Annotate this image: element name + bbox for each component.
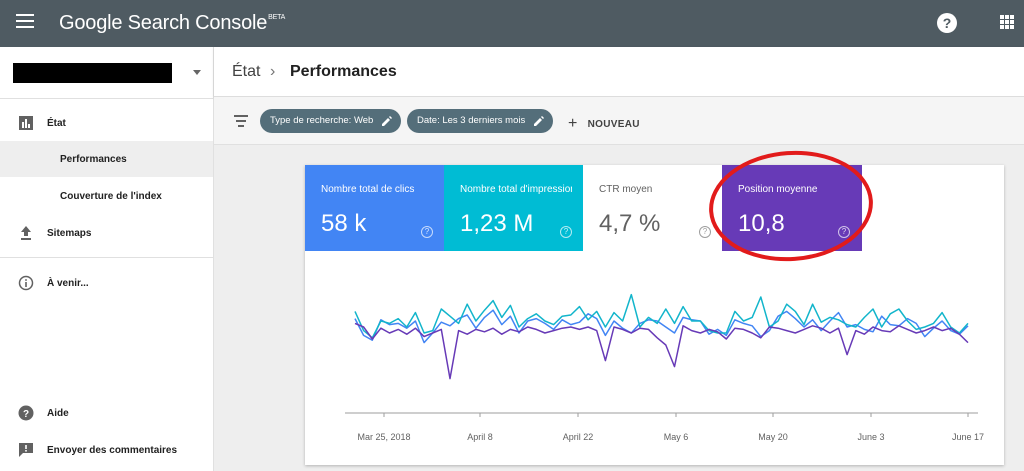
metric-tile-position[interactable]: Position moyenne 10,8 ? bbox=[722, 165, 862, 251]
metric-tile-clicks[interactable]: Nombre total de clics 58 k ? bbox=[305, 165, 445, 251]
x-tick-label: Mar 25, 2018 bbox=[357, 432, 411, 442]
sidebar-item-label: Envoyer des commentaires bbox=[47, 444, 178, 456]
metric-tile-impressions[interactable]: Nombre total d'impressions 1,23 M ? bbox=[444, 165, 584, 251]
metric-label: CTR moyen bbox=[599, 184, 653, 195]
metric-label: Position moyenne bbox=[738, 184, 818, 195]
chart-svg bbox=[345, 293, 978, 417]
menu-icon[interactable] bbox=[16, 14, 34, 32]
sidebar-item-performances[interactable]: Performances bbox=[0, 141, 213, 177]
metric-value: 58 k bbox=[321, 210, 367, 237]
sidebar-item-label: État bbox=[47, 117, 66, 129]
add-filter-button[interactable]: + NOUVEAU bbox=[568, 114, 640, 132]
help-circle-icon: ? bbox=[18, 405, 34, 421]
x-tick-label: May 20 bbox=[758, 432, 788, 442]
sidebar-item-label: Couverture de l'index bbox=[60, 190, 162, 202]
sidebar-item-etat[interactable]: État bbox=[0, 105, 213, 141]
breadcrumb-parent[interactable]: État bbox=[232, 63, 261, 80]
feedback-icon bbox=[19, 443, 33, 457]
filter-chip-date[interactable]: Date: Les 3 derniers mois bbox=[407, 109, 553, 133]
help-icon[interactable]: ? bbox=[838, 226, 850, 238]
svg-text:?: ? bbox=[23, 409, 29, 420]
chip-label: Type de recherche: Web bbox=[270, 115, 374, 126]
metric-tile-ctr[interactable]: CTR moyen 4,7 % ? bbox=[583, 165, 723, 251]
plus-icon: + bbox=[568, 115, 578, 132]
sidebar-item-sitemaps[interactable]: Sitemaps bbox=[0, 215, 213, 251]
sidebar-item-label: Aide bbox=[47, 407, 69, 419]
metric-value: 10,8 bbox=[738, 210, 785, 237]
beta-badge: BETA bbox=[268, 14, 286, 21]
sidebar: État Performances Couverture de l'index … bbox=[0, 47, 214, 471]
property-name-redacted bbox=[13, 63, 172, 83]
x-tick-label: April 22 bbox=[562, 432, 594, 442]
top-app-bar: Google Search ConsoleBETA ? bbox=[0, 0, 1024, 47]
sidebar-item-a-venir[interactable]: À venir... bbox=[0, 265, 213, 301]
metric-value: 1,23 M bbox=[460, 210, 534, 237]
apps-grid-icon[interactable] bbox=[1000, 15, 1014, 29]
page-title: Performances bbox=[290, 63, 397, 80]
sidebar-item-feedback[interactable]: Envoyer des commentaires bbox=[0, 432, 213, 468]
metric-label: Nombre total d'impressions bbox=[460, 184, 572, 195]
sidebar-item-label: À venir... bbox=[47, 277, 89, 289]
filter-icon[interactable] bbox=[234, 115, 248, 127]
breadcrumb-chevron-icon: › bbox=[270, 63, 276, 80]
help-icon[interactable]: ? bbox=[699, 226, 711, 238]
filter-chip-search-type[interactable]: Type de recherche: Web bbox=[260, 109, 401, 133]
add-filter-label: NOUVEAU bbox=[587, 119, 640, 130]
upload-icon bbox=[21, 226, 31, 240]
metric-value: 4,7 % bbox=[599, 210, 661, 237]
help-icon[interactable]: ? bbox=[560, 226, 572, 238]
edit-pencil-icon[interactable] bbox=[533, 115, 545, 127]
edit-pencil-icon[interactable] bbox=[381, 115, 393, 127]
bar-chart-icon bbox=[19, 116, 33, 130]
sidebar-item-aide[interactable]: ? Aide bbox=[0, 395, 213, 431]
app-title-text: Google Search Console bbox=[59, 12, 268, 34]
performance-card: Nombre total de clics 58 k ? Nombre tota… bbox=[305, 165, 1004, 465]
property-selector[interactable] bbox=[0, 47, 214, 99]
metric-label: Nombre total de clics bbox=[321, 184, 415, 195]
x-tick-label: April 8 bbox=[467, 432, 493, 442]
caret-down-icon bbox=[193, 70, 201, 75]
help-icon[interactable]: ? bbox=[421, 226, 433, 238]
x-tick-label: June 3 bbox=[857, 432, 885, 442]
x-tick-label: June 17 bbox=[951, 432, 985, 442]
page-header: État › Performances bbox=[214, 47, 1024, 97]
sidebar-item-couverture[interactable]: Couverture de l'index bbox=[0, 178, 213, 214]
sidebar-item-label: Performances bbox=[60, 153, 127, 165]
chip-label: Date: Les 3 derniers mois bbox=[417, 115, 526, 126]
series-line-2 bbox=[354, 322, 969, 380]
help-icon[interactable]: ? bbox=[937, 13, 957, 33]
sidebar-divider bbox=[0, 257, 213, 258]
series-line-1 bbox=[354, 293, 969, 339]
sidebar-item-label: Sitemaps bbox=[47, 227, 92, 239]
filter-bar: Type de recherche: Web Date: Les 3 derni… bbox=[214, 97, 1024, 145]
x-tick-label: May 6 bbox=[663, 432, 689, 442]
app-title[interactable]: Google Search ConsoleBETA bbox=[59, 12, 285, 35]
info-icon bbox=[18, 275, 34, 291]
performance-chart[interactable]: Mar 25, 2018 April 8 April 22 May 6 May 20 Ju… bbox=[305, 251, 1004, 465]
series-line-0 bbox=[354, 309, 969, 344]
